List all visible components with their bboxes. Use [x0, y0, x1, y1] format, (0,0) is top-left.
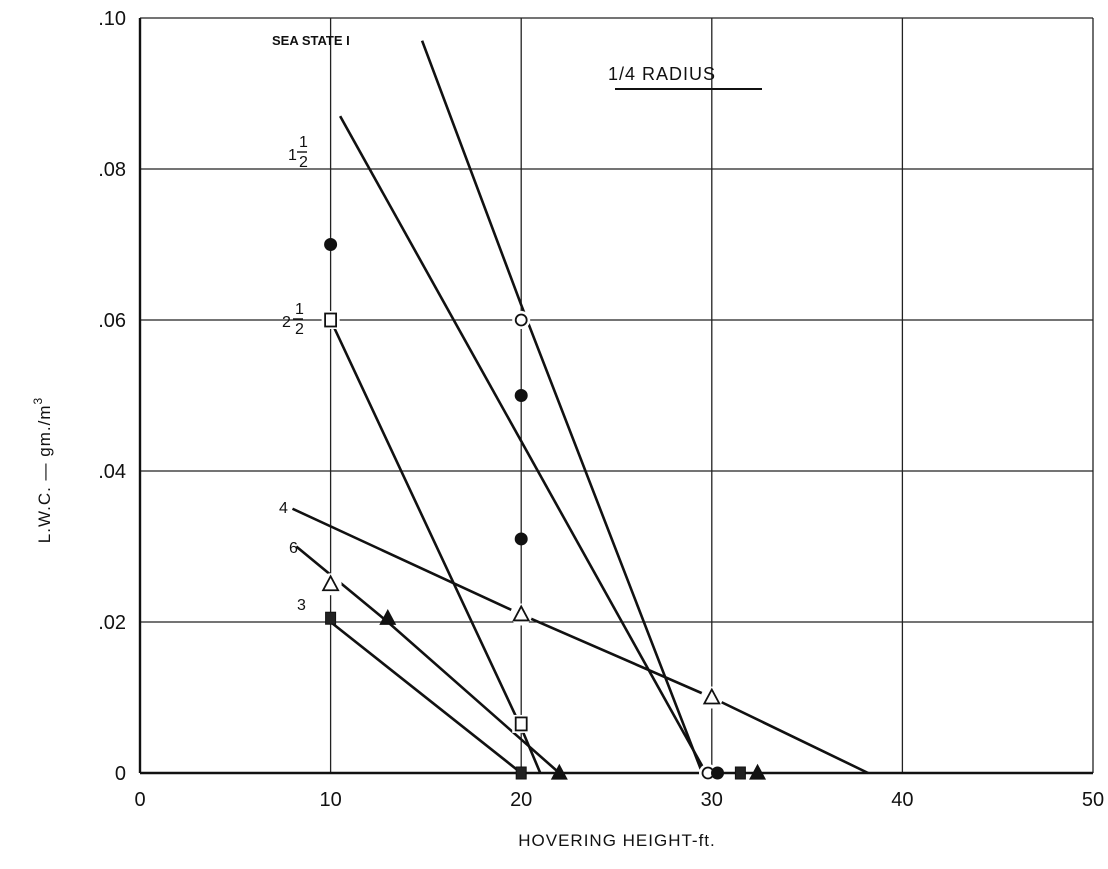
y-axis-label-exponent: 3 — [31, 397, 45, 405]
data-point-open-triangle — [321, 574, 340, 592]
x-axis-label: HOVERING HEIGHT-ft. — [518, 831, 716, 850]
marker-layer — [319, 238, 767, 782]
y-tick-label: .08 — [98, 159, 126, 181]
data-point-filled-square — [515, 766, 527, 780]
x-tick-label: 0 — [134, 789, 145, 811]
series-line-3 — [291, 507, 869, 775]
series-line-1 — [338, 115, 708, 774]
data-point-filled-triangle — [749, 763, 767, 780]
y-axis-label: L.W.C. — gm./m — [35, 405, 54, 544]
x-tick-label: 10 — [319, 789, 341, 811]
y-axis-label-group: L.W.C. — gm./m3 — [31, 397, 54, 543]
y-tick-label: 0 — [115, 763, 126, 785]
svg-text:1: 1 — [295, 301, 304, 318]
x-tick-label: 50 — [1082, 789, 1104, 811]
label-series-3: 3 — [297, 597, 306, 614]
data-point-open-triangle — [512, 604, 531, 622]
tick-labels: 0 10 20 30 40 50 0 .02 .04 .06 .08 .10 — [98, 8, 1104, 811]
grid — [138, 17, 1094, 775]
data-point-filled-circle — [514, 389, 528, 402]
label-series-4: 4 — [279, 500, 288, 517]
y-tick-label: .10 — [98, 8, 126, 30]
y-tick-label: .02 — [98, 612, 126, 634]
svg-text:1: 1 — [288, 147, 297, 164]
svg-text:L.W.C. — gm./m3: L.W.C. — gm./m3 — [31, 397, 54, 543]
chart-title: 1/4 RADIUS — [608, 64, 716, 84]
x-tick-label: 20 — [510, 789, 532, 811]
svg-text:2: 2 — [295, 321, 304, 338]
label-series-6: 6 — [289, 540, 298, 557]
data-point-filled-circle — [514, 532, 528, 546]
svg-text:2: 2 — [282, 314, 291, 331]
data-point-filled-circle — [711, 766, 725, 780]
series-layer — [291, 40, 869, 775]
label-series-2-5: 2 1 2 — [282, 301, 304, 338]
data-point-filled-circle — [324, 238, 338, 251]
x-tick-label: 40 — [891, 789, 913, 811]
label-sea-state-1: SEA STATE I — [272, 33, 350, 48]
x-tick-label: 30 — [701, 789, 723, 811]
series-line-0 — [420, 40, 704, 774]
label-series-1-5: 1 1 2 — [288, 134, 308, 171]
data-point-open-circle — [514, 313, 528, 327]
data-point-open-triangle — [702, 687, 721, 705]
data-point-filled-square — [325, 611, 337, 625]
data-point-filled-triangle — [550, 763, 568, 780]
data-point-filled-triangle — [379, 608, 397, 625]
series-line-5 — [329, 620, 523, 775]
data-point-open-square — [514, 716, 528, 732]
svg-text:2: 2 — [299, 154, 308, 171]
svg-text:1: 1 — [299, 134, 308, 151]
data-point-open-square — [324, 312, 338, 328]
y-tick-label: .04 — [98, 461, 126, 483]
y-tick-label: .06 — [98, 310, 126, 332]
data-point-filled-square — [734, 766, 746, 780]
